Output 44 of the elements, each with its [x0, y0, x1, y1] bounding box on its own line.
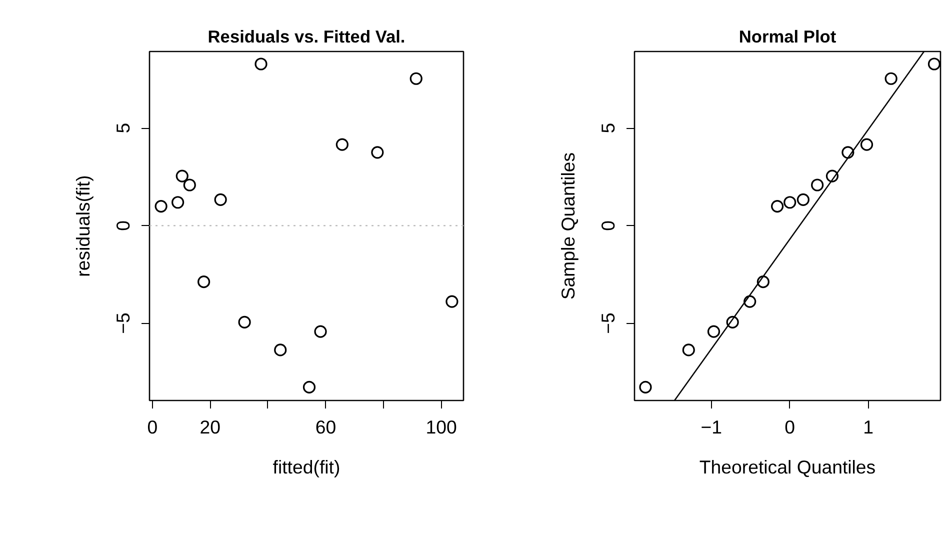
- x-tick-label: −1: [700, 416, 722, 438]
- point: [639, 380, 652, 394]
- x-tick-label: 20: [200, 416, 221, 438]
- point: [446, 295, 458, 308]
- point: [302, 380, 316, 394]
- point: [154, 200, 168, 213]
- y-axis-title: residuals(fit): [72, 175, 94, 277]
- point: [274, 344, 287, 356]
- x-tick-label: 0: [147, 416, 158, 438]
- point: [238, 316, 251, 329]
- point: [172, 196, 184, 209]
- chart-title: Normal Plot: [738, 26, 836, 46]
- y-tick-label: 0: [598, 220, 618, 231]
- point: [784, 196, 796, 209]
- point: [811, 178, 824, 192]
- point: [176, 170, 188, 182]
- point: [860, 138, 874, 151]
- x-tick-label: 1: [863, 416, 874, 438]
- point: [884, 72, 898, 85]
- point: [254, 58, 268, 70]
- point: [336, 138, 348, 151]
- point: [183, 178, 196, 192]
- point: [198, 276, 210, 288]
- y-axis-title: Sample Quantiles: [558, 152, 578, 300]
- chart-title: Residuals vs. Fitted Val.: [208, 26, 406, 46]
- y-tick-label: 5: [112, 122, 134, 134]
- x-tick-label: 100: [426, 416, 457, 438]
- y-tick-label: −5: [112, 312, 134, 334]
- y-tick-label: 5: [598, 122, 618, 134]
- point: [682, 344, 695, 356]
- y-tick-label: −5: [598, 312, 618, 334]
- x-tick-label: 60: [315, 416, 336, 438]
- point: [796, 193, 810, 206]
- point: [410, 72, 422, 85]
- x-axis-title: fitted(fit): [272, 456, 340, 478]
- point: [314, 325, 327, 338]
- point: [214, 193, 227, 206]
- point: [771, 200, 784, 213]
- point: [371, 146, 384, 159]
- point: [707, 325, 720, 338]
- x-tick-label: 0: [784, 416, 796, 438]
- y-tick-label: 0: [112, 220, 134, 231]
- point: [928, 58, 940, 70]
- x-axis-title: Theoretical Quantiles: [699, 456, 876, 478]
